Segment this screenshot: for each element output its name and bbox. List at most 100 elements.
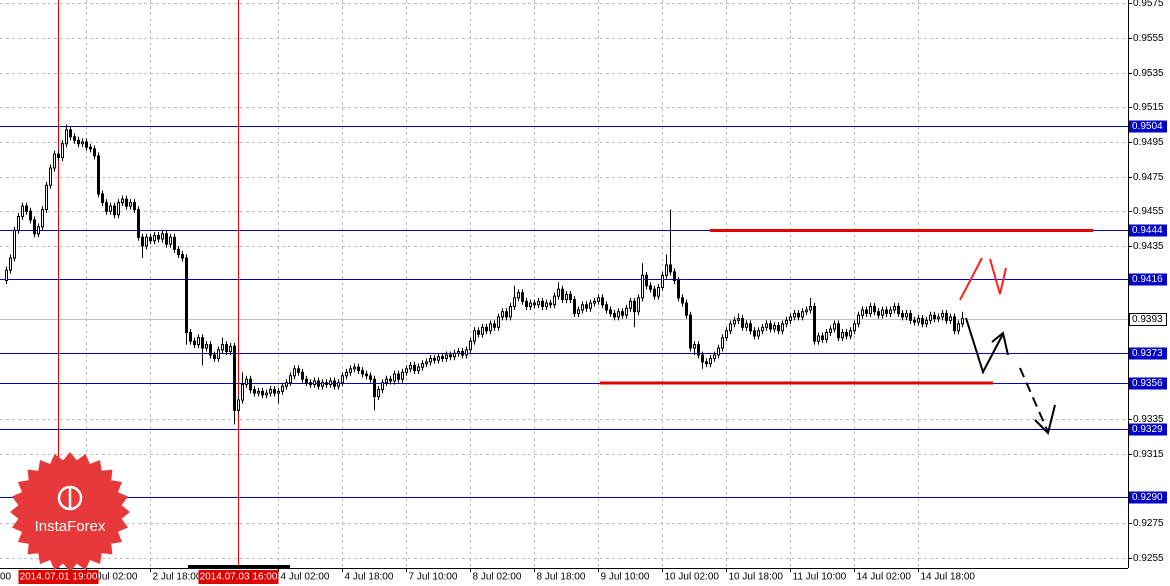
candle-body [185,257,188,333]
candle-body [829,328,832,333]
y-tick-label: 0.9495 [1133,137,1164,148]
candle-body [797,312,800,318]
candle-body [737,318,740,321]
candle-body [197,337,200,346]
level-label-box [1129,491,1167,504]
candle-body [861,309,864,316]
levels [0,0,1128,568]
candle-body [781,323,784,332]
candle-body [401,371,404,380]
x-tick-label: 7 Jul 10:00 [409,572,458,583]
candle-body [449,354,452,358]
candle-body [409,364,412,370]
logo-text: InstaForex [35,518,106,535]
candle-body [9,257,12,271]
candle-body [305,378,308,384]
candle-body [69,129,72,138]
candle-body [265,392,268,396]
candle-body [637,297,640,313]
candle-body [789,316,792,321]
candle-body [309,382,312,385]
dashed-arrow [1019,367,1049,433]
candle-body [137,209,140,238]
candle-body [37,226,40,235]
candle-body [569,293,572,301]
candle-body [425,361,428,365]
candle-body [849,330,852,337]
candle-body [273,389,276,394]
candle-body [237,399,240,411]
candle-body [301,371,304,380]
candle-body [577,309,580,314]
x-tick-label: 10 Jul 02:00 [665,572,720,583]
candle-body [961,318,964,325]
candle-body [337,382,340,387]
candle-body [145,236,148,247]
candle-body [49,167,52,186]
marker-label: 2014.07.01 19:00 [20,572,98,583]
candle-body [761,326,764,332]
candle-body [281,385,284,392]
candle-body [725,330,728,339]
candle-body [633,300,636,313]
y-tick-label: 0.9535 [1133,68,1164,79]
level-label: 0.9329 [1132,424,1163,435]
candle-body [717,347,720,356]
candle-body [833,323,836,330]
candle-body [165,233,168,245]
candle-body [369,375,372,380]
candle-body [25,205,28,212]
candle-body [521,292,524,302]
candle-body [249,378,252,391]
candle-body [857,314,860,325]
candle-body [201,337,204,349]
candle-body [629,300,632,309]
level-label: 0.9356 [1132,378,1163,389]
red-arrow-head [989,258,1007,295]
x-tick-label: 8 Jul 02:00 [473,572,522,583]
candle-body [357,366,360,372]
candle-body [805,309,808,313]
candle-body [105,202,108,212]
candle-body [621,311,624,316]
level-label: 0.9504 [1132,121,1163,132]
candle-body [257,390,260,394]
candle-body [505,311,508,318]
candle-body [649,285,652,290]
last-price-box [1129,313,1167,326]
x-tick-label: 9 Jul 10:00 [601,572,650,583]
axes [0,0,1132,572]
candle-body [141,236,144,247]
candle-body [469,340,472,351]
candle-body [729,323,732,332]
x-tick-label: 14 Jul 18:00 [921,572,976,583]
candle-body [825,331,828,340]
candle-body [377,389,380,398]
black-arrow [965,317,1004,375]
candle-body [793,312,796,318]
candle-body [625,307,628,316]
candle-body [97,155,100,195]
candle-body [533,302,536,306]
candle-body [769,323,772,330]
candle-body [345,371,348,377]
candle-body [353,366,356,370]
candle-body [889,309,892,314]
candle-body [213,354,216,359]
candle-body [229,345,232,353]
candle-body [669,264,672,273]
candle-body [589,302,592,309]
candle-body [373,378,376,398]
candle-body [933,314,936,320]
candle-body [917,318,920,323]
candle-body [485,326,488,332]
candle-body [813,306,816,342]
candle-body [709,357,712,365]
candle-body [481,326,484,335]
black-arrow-head [991,331,1009,356]
candle-body [901,312,904,318]
candle-body [681,297,684,304]
candle-body [561,288,564,301]
